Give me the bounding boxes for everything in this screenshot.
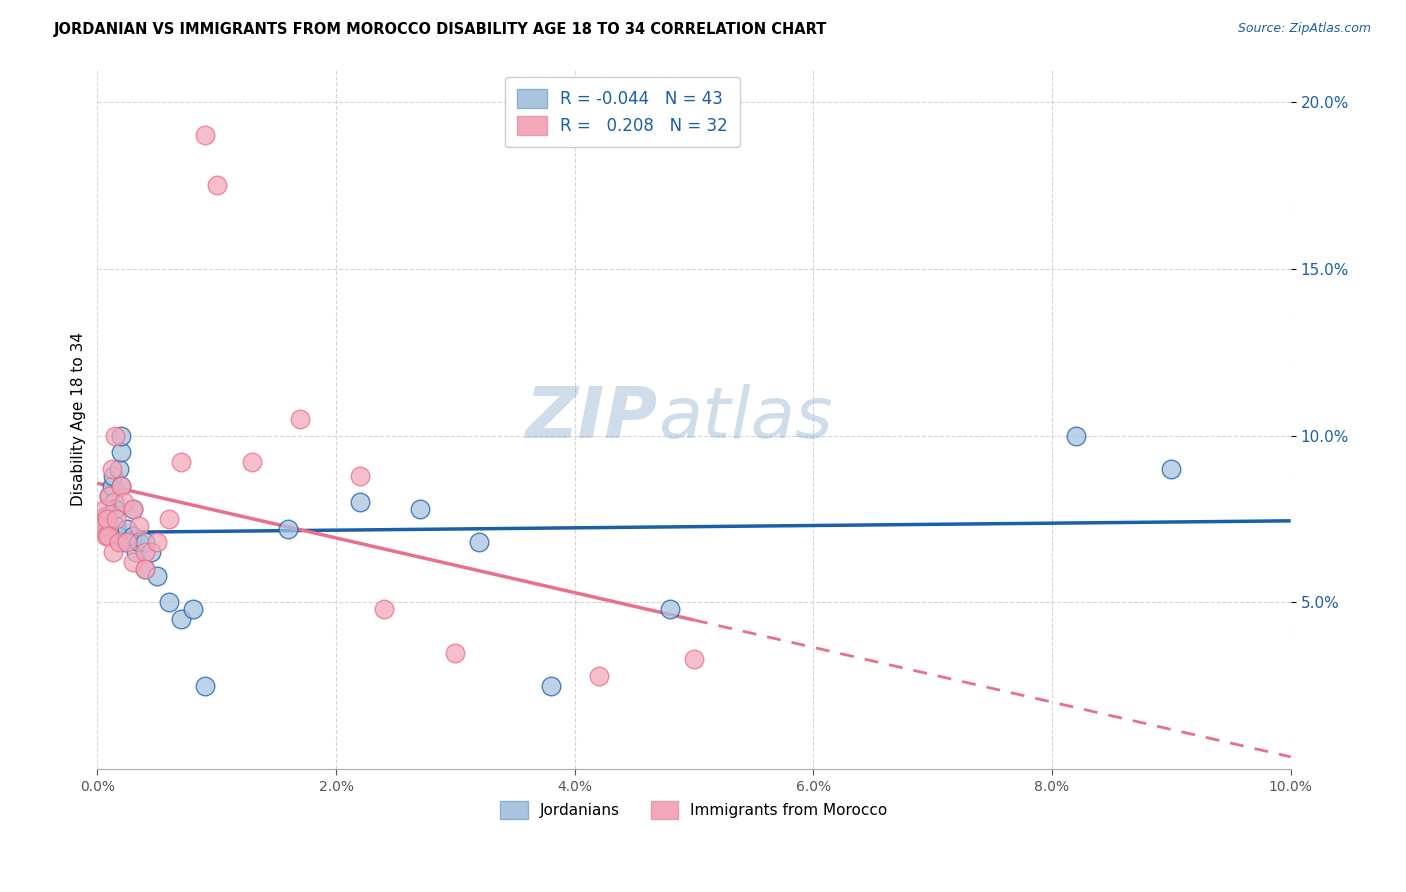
Point — [90, 512, 112, 526]
Point — [157, 512, 180, 526]
Point — [134, 562, 156, 576]
Point — [98, 489, 121, 503]
Point — [122, 502, 145, 516]
Point — [110, 445, 132, 459]
Point — [100, 478, 122, 492]
Point — [181, 602, 204, 616]
Point — [194, 679, 217, 693]
Point — [97, 529, 120, 543]
Point — [540, 679, 562, 693]
Point — [134, 535, 156, 549]
Point — [112, 535, 135, 549]
Point — [468, 535, 491, 549]
Point — [112, 495, 135, 509]
Point — [157, 595, 180, 609]
Text: JORDANIAN VS IMMIGRANTS FROM MOROCCO DISABILITY AGE 18 TO 34 CORRELATION CHART: JORDANIAN VS IMMIGRANTS FROM MOROCCO DIS… — [53, 22, 827, 37]
Point — [242, 455, 264, 469]
Point — [104, 428, 127, 442]
Point — [91, 522, 114, 536]
Point — [588, 669, 610, 683]
Point — [659, 602, 682, 616]
Point — [100, 462, 122, 476]
Point — [1160, 462, 1182, 476]
Point — [108, 535, 131, 549]
Point — [122, 502, 145, 516]
Point — [93, 512, 115, 526]
Point — [170, 612, 193, 626]
Point — [110, 478, 132, 492]
Point — [277, 522, 299, 536]
Text: atlas: atlas — [658, 384, 832, 453]
Point — [122, 555, 145, 569]
Point — [146, 568, 169, 582]
Point — [134, 562, 156, 576]
Point — [91, 512, 114, 526]
Point — [139, 545, 162, 559]
Point — [170, 455, 193, 469]
Point — [93, 502, 115, 516]
Point — [110, 428, 132, 442]
Point — [146, 535, 169, 549]
Legend: Jordanians, Immigrants from Morocco: Jordanians, Immigrants from Morocco — [495, 795, 894, 825]
Point — [98, 489, 121, 503]
Point — [96, 512, 118, 526]
Text: ZIP: ZIP — [526, 384, 658, 453]
Point — [115, 535, 138, 549]
Point — [98, 529, 121, 543]
Point — [105, 518, 128, 533]
Point — [94, 508, 117, 523]
Point — [94, 529, 117, 543]
Point — [115, 522, 138, 536]
Point — [91, 518, 114, 533]
Point — [349, 495, 371, 509]
Text: Source: ZipAtlas.com: Source: ZipAtlas.com — [1237, 22, 1371, 36]
Point — [122, 529, 145, 543]
Point — [683, 652, 706, 666]
Point — [101, 468, 124, 483]
Point — [205, 178, 228, 193]
Point — [124, 545, 146, 559]
Point — [290, 412, 312, 426]
Point — [444, 646, 467, 660]
Point — [134, 545, 156, 559]
Point — [194, 128, 217, 143]
Point — [108, 462, 131, 476]
Point — [103, 495, 125, 509]
Point — [96, 512, 118, 526]
Point — [349, 468, 371, 483]
Point — [107, 529, 129, 543]
Point — [90, 512, 112, 526]
Point — [105, 512, 128, 526]
Point — [1064, 428, 1087, 442]
Point — [373, 602, 395, 616]
Point — [94, 516, 117, 530]
Point — [408, 502, 430, 516]
Y-axis label: Disability Age 18 to 34: Disability Age 18 to 34 — [72, 332, 86, 506]
Point — [97, 518, 120, 533]
Point — [91, 512, 114, 526]
Point — [128, 535, 150, 549]
Point — [104, 502, 127, 516]
Point — [101, 545, 124, 559]
Point — [128, 518, 150, 533]
Point — [110, 478, 132, 492]
